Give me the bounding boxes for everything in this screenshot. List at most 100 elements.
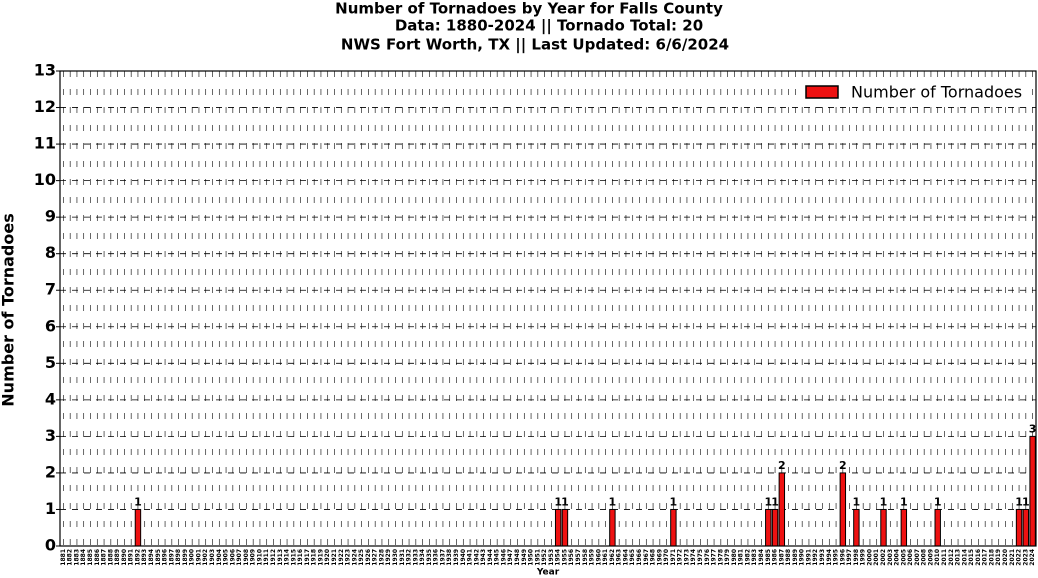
data-label: 1	[880, 495, 888, 508]
bar	[561, 508, 569, 547]
x-tick-label: 1993	[819, 549, 826, 566]
x-tick-label: 2005	[900, 549, 907, 566]
x-tick-label: 1938	[446, 549, 453, 566]
y-tick-label: 12	[34, 97, 56, 116]
x-tick-label: 2006	[907, 549, 914, 566]
x-tick-label: 1992	[812, 549, 819, 566]
bar	[1022, 508, 1030, 547]
x-tick-label: 2009	[927, 549, 934, 566]
x-tick-label: 2015	[968, 549, 975, 566]
x-tick-label: 1991	[805, 549, 812, 566]
y-tick-label: 4	[45, 389, 56, 408]
x-tick-label: 1990	[799, 549, 806, 566]
x-tick-label: 1891	[128, 549, 135, 566]
x-tick-label: 1968	[650, 549, 657, 566]
chart-title: Number of Tornadoes by Year for Falls Co…	[335, 0, 723, 18]
x-tick-label: 1967	[643, 549, 650, 566]
x-tick-label: 1892	[134, 549, 141, 566]
x-tick-label: 1900	[189, 549, 196, 566]
x-tick-label: 1950	[528, 549, 535, 566]
x-tick-label: 1986	[772, 549, 779, 566]
x-tick-label: 1921	[331, 549, 338, 566]
data-label: 1	[561, 495, 569, 508]
x-tick-label: 1898	[175, 549, 182, 566]
x-tick-label: 1917	[304, 549, 311, 566]
bar	[1015, 508, 1023, 547]
bar	[670, 508, 677, 547]
x-tick-label: 1929	[385, 549, 392, 566]
x-tick-label: 2007	[914, 549, 921, 566]
x-tick-label: 2019	[995, 549, 1002, 566]
x-tick-label: 1946	[500, 549, 507, 566]
y-tick-label: 0	[45, 536, 56, 555]
x-tick-label: 1882	[67, 549, 74, 566]
x-tick-label: 2024	[1029, 549, 1036, 566]
x-tick-label: 1947	[507, 549, 514, 566]
x-tick-label: 1960	[595, 549, 602, 566]
x-axis-label: Year	[536, 568, 560, 578]
plot	[60, 71, 1036, 546]
bar	[1029, 435, 1036, 547]
data-label: 1	[670, 495, 678, 508]
x-tick-label: 1973	[683, 549, 690, 566]
x-tick-label: 2020	[1002, 549, 1009, 566]
legend: Number of Tornadoes	[800, 78, 1030, 106]
y-tick-label: 9	[45, 207, 56, 226]
y-tick-label: 3	[45, 426, 56, 445]
x-tick-label: 1923	[345, 549, 352, 566]
x-tick-label: 1912	[270, 549, 277, 566]
x-tick-label: 1928	[378, 549, 385, 566]
x-tick-label: 1881	[60, 549, 67, 566]
chart-subtitle: NWS Fort Worth, TX || Last Updated: 6/6/…	[341, 36, 729, 55]
x-tick-label: 1940	[460, 549, 467, 566]
y-tick-label: 8	[45, 243, 56, 262]
data-label: 1	[764, 495, 772, 508]
x-tick-label: 1988	[785, 549, 792, 566]
data-label: 1	[1022, 495, 1030, 508]
x-tick-label: 2021	[1009, 549, 1016, 566]
data-label: 3	[1029, 422, 1037, 435]
x-tick-label: 1888	[107, 549, 114, 566]
x-tick-label: 1910	[256, 549, 263, 566]
x-tick-label: 1978	[717, 549, 724, 566]
x-tick-label: 1979	[724, 549, 731, 566]
x-tick-label: 1922	[338, 549, 345, 566]
bar	[934, 508, 941, 547]
x-tick-label: 1916	[297, 549, 304, 566]
x-tick-label: 2000	[866, 549, 873, 566]
x-tick-label: 1932	[406, 549, 413, 566]
x-tick-label: 1977	[711, 549, 718, 566]
x-tick-label: 2008	[921, 549, 928, 566]
x-tick-label: 1883	[73, 549, 80, 566]
chart-subtitle: Data: 1880-2024 || Tornado Total: 20	[395, 17, 703, 36]
x-tick-label: 1954	[555, 549, 562, 566]
legend-label: Number of Tornadoes	[851, 83, 1022, 102]
x-tick-label: 1902	[202, 549, 209, 566]
x-tick-label: 1951	[534, 549, 541, 566]
x-tick-label: 1907	[236, 549, 243, 566]
x-tick-label: 2003	[887, 549, 894, 566]
x-tick-label: 1953	[548, 549, 555, 566]
x-tick-label: 1972	[677, 549, 684, 566]
data-label: 1	[1015, 495, 1023, 508]
x-tick-label: 1887	[101, 549, 108, 566]
bar	[134, 508, 142, 547]
x-tick-label: 1927	[372, 549, 379, 566]
x-tick-label: 2002	[880, 549, 887, 566]
y-tick-label: 1	[45, 499, 56, 518]
x-tick-label: 1976	[704, 549, 711, 566]
x-tick-label: 1942	[473, 549, 480, 566]
x-tick-label: 1984	[758, 549, 765, 566]
x-tick-label: 1945	[494, 549, 501, 566]
x-tick-label: 1962	[609, 549, 616, 566]
plot-area	[60, 71, 1036, 546]
x-tick-label: 1980	[731, 549, 738, 566]
data-label: 1	[934, 495, 942, 508]
x-tick-label: 2011	[941, 549, 948, 566]
x-tick-label: 1884	[80, 549, 87, 566]
plot-frame	[59, 70, 1037, 547]
x-tick-label: 2022	[1016, 549, 1023, 566]
data-label: 1	[853, 495, 861, 508]
x-tick-label: 2013	[955, 549, 962, 566]
x-tick-label: 1920	[324, 549, 331, 566]
